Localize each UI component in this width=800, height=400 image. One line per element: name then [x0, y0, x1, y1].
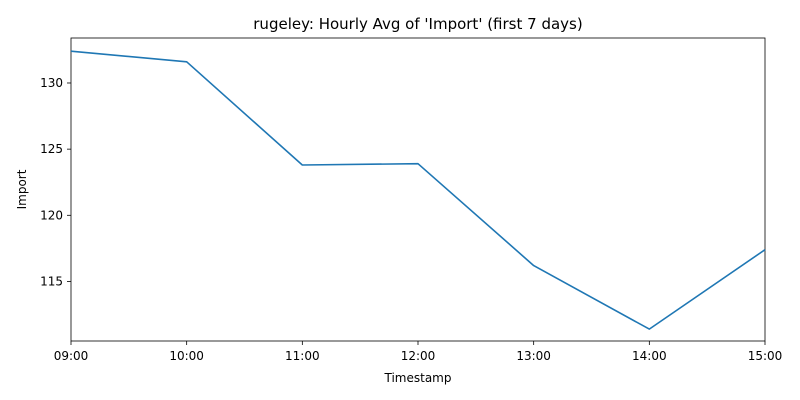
series-line: [70, 50, 766, 330]
plot-area: [70, 37, 766, 342]
x-axis: 09:00 10:00 11:00 12:00 13:00 14:00 15:00: [54, 341, 783, 363]
x-tick-label: 12:00: [401, 349, 436, 363]
y-tick-label: 120: [40, 208, 63, 222]
y-tick-label: 130: [40, 76, 63, 90]
series-layer: [70, 50, 766, 330]
y-axis: 115 120 125 130: [40, 76, 71, 288]
y-tick-label: 115: [40, 274, 63, 288]
chart-title: rugeley: Hourly Avg of 'Import' (first 7…: [253, 15, 582, 33]
x-tick-label: 13:00: [516, 349, 551, 363]
x-tick-label: 14:00: [632, 349, 667, 363]
y-axis-label: Import: [15, 169, 29, 209]
x-tick-label: 11:00: [285, 349, 320, 363]
x-tick-label: 15:00: [748, 349, 783, 363]
x-tick-label: 09:00: [54, 349, 89, 363]
x-tick-label: 10:00: [169, 349, 204, 363]
x-axis-label: Timestamp: [384, 371, 452, 385]
y-tick-label: 125: [40, 142, 63, 156]
